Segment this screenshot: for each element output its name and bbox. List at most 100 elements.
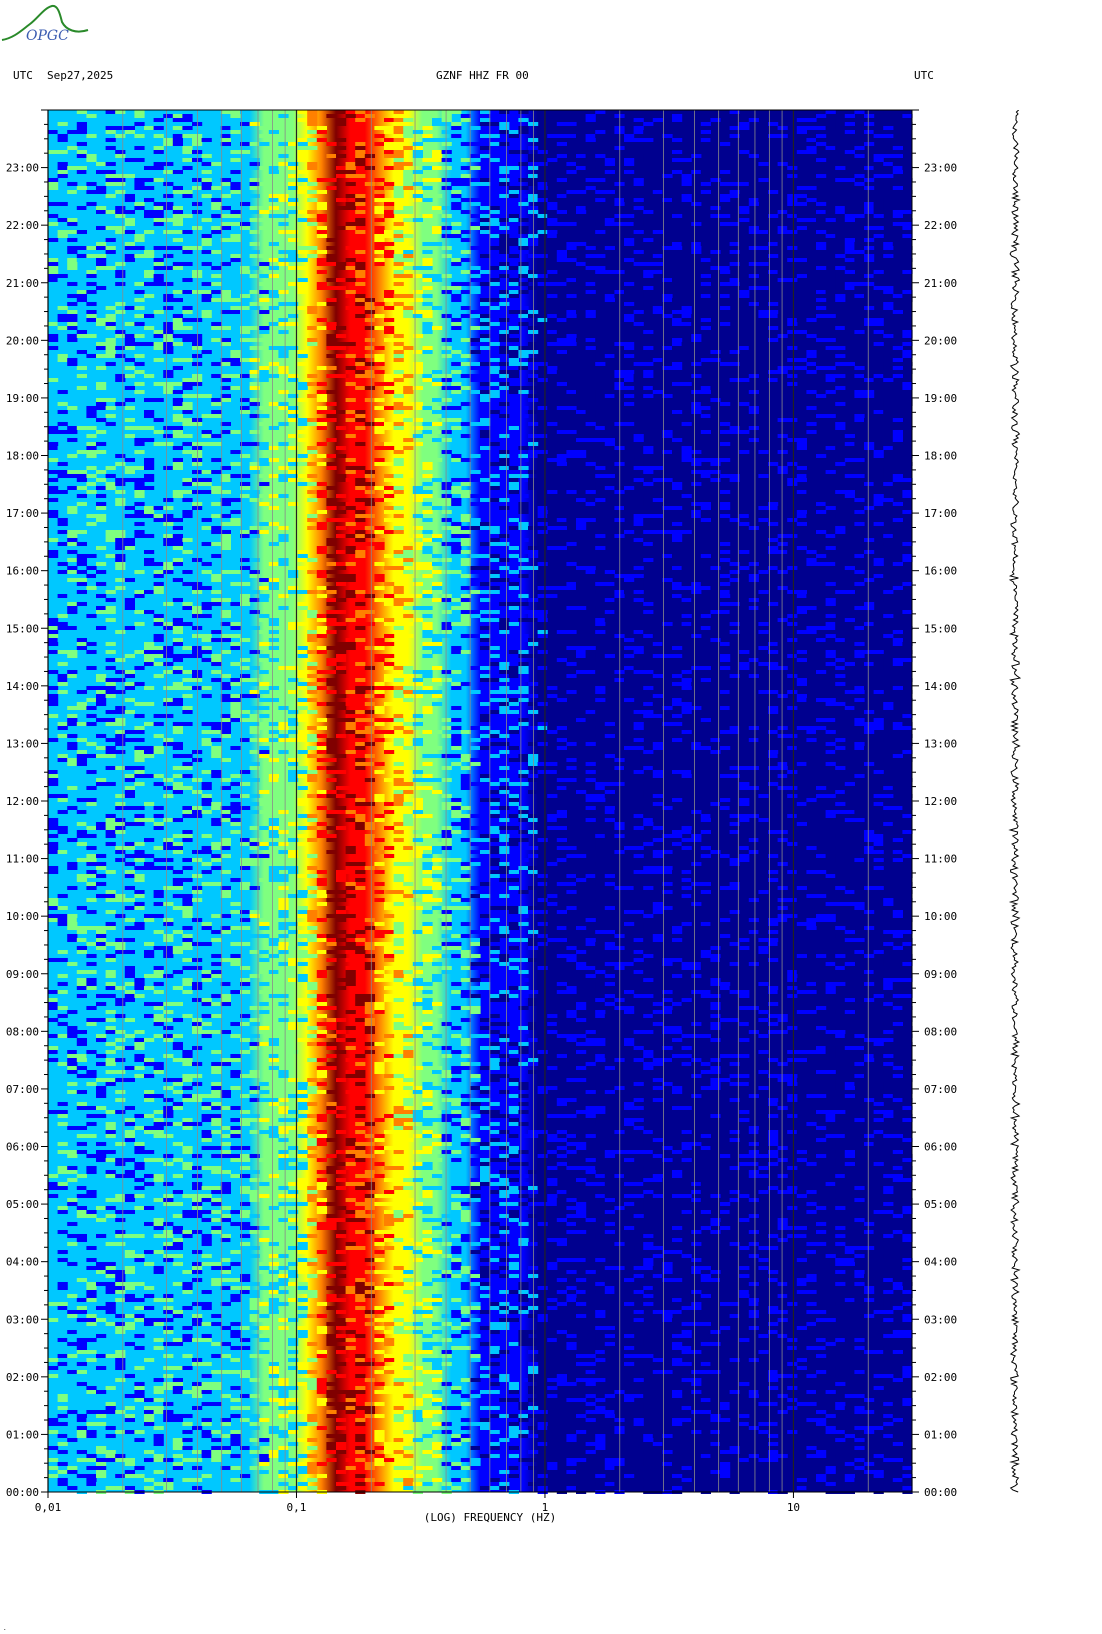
- spectrogram-cell: [883, 374, 894, 378]
- spectrogram-cell: [326, 390, 337, 394]
- spectrogram-cell: [720, 590, 731, 594]
- spectrogram-cell: [297, 702, 308, 706]
- spectrogram-cell: [307, 422, 318, 426]
- spectrogram-cell: [662, 450, 673, 454]
- spectrogram-cell: [211, 654, 222, 658]
- spectrogram-cell: [633, 110, 644, 114]
- spectrogram-cell: [144, 534, 155, 538]
- spectrogram-cell: [48, 670, 59, 674]
- spectrogram-cell: [393, 426, 404, 430]
- spectrogram-cell: [835, 254, 846, 258]
- spectrogram-cell: [230, 310, 241, 314]
- spectrogram-cell: [393, 258, 404, 262]
- spectrogram-cell: [422, 406, 433, 410]
- spectrogram-cell: [883, 658, 894, 662]
- spectrogram-cell: [441, 254, 452, 258]
- spectrogram-cell: [115, 226, 126, 230]
- spectrogram-cell: [192, 362, 203, 366]
- spectrogram-cell: [268, 622, 279, 626]
- spectrogram-cell: [115, 562, 126, 566]
- spectrogram-cell: [288, 666, 299, 670]
- spectrogram-cell: [384, 486, 395, 490]
- spectrogram-cell: [595, 130, 606, 134]
- spectrogram-cell: [652, 258, 663, 262]
- spectrogram-cell: [153, 218, 164, 222]
- spectrogram-cell: [153, 266, 164, 270]
- spectrogram-cell: [384, 530, 395, 534]
- spectrogram-cell: [48, 470, 59, 474]
- spectrogram-cell: [67, 674, 78, 678]
- spectrogram-cell: [249, 626, 260, 630]
- spectrogram-cell: [144, 506, 155, 510]
- spectrogram-cell: [470, 390, 481, 394]
- spectrogram-cell: [566, 678, 577, 682]
- spectrogram-cell: [96, 470, 107, 474]
- spectrogram-cell: [384, 618, 395, 622]
- spectrogram-cell: [652, 218, 663, 222]
- spectrogram-cell: [422, 166, 433, 170]
- spectrogram-cell: [249, 210, 260, 214]
- spectrogram-cell: [307, 518, 318, 522]
- spectrogram-cell: [748, 350, 759, 354]
- spectrogram-cell: [672, 586, 683, 590]
- spectrogram-cell: [681, 682, 692, 686]
- spectrogram-cell: [249, 254, 260, 258]
- spectrogram-cell: [844, 262, 855, 266]
- spectrogram-cell: [105, 590, 116, 594]
- spectrogram-cell: [768, 594, 779, 598]
- spectrogram-cell: [441, 542, 452, 546]
- spectrogram-cell: [739, 374, 750, 378]
- spectrogram-cell: [374, 258, 385, 262]
- spectrogram-cell: [643, 122, 654, 126]
- spectrogram-cell: [624, 190, 635, 194]
- spectrogram-cell: [134, 134, 145, 138]
- spectrogram-cell: [672, 554, 683, 558]
- spectrogram-cell: [758, 162, 769, 166]
- spectrogram-cell: [326, 678, 337, 682]
- spectrogram-cell: [374, 250, 385, 254]
- spectrogram-cell: [432, 306, 443, 310]
- spectrogram-cell: [681, 198, 692, 202]
- spectrogram-cell: [412, 406, 423, 410]
- spectrogram-cell: [316, 390, 327, 394]
- spectrogram-cell: [787, 690, 798, 694]
- spectrogram-cell: [134, 702, 145, 706]
- spectrogram-cell: [883, 154, 894, 158]
- spectrogram-cell: [796, 362, 807, 366]
- spectrogram-cell: [672, 342, 683, 346]
- spectrogram-cell: [662, 378, 673, 382]
- spectrogram-cell: [307, 162, 318, 166]
- spectrogram-cell: [240, 150, 251, 154]
- spectrogram-cell: [710, 682, 721, 686]
- spectrogram-cell: [777, 210, 788, 214]
- spectrogram-cell: [76, 230, 87, 234]
- spectrogram-cell: [902, 190, 913, 194]
- spectrogram-cell: [710, 526, 721, 530]
- spectrogram-cell: [537, 186, 548, 190]
- spectrogram-cell: [86, 282, 97, 286]
- spectrogram-cell: [710, 306, 721, 310]
- spectrogram-cell: [451, 122, 462, 126]
- spectrogram-cell: [345, 478, 356, 482]
- spectrogram-cell: [585, 194, 596, 198]
- spectrogram-cell: [892, 346, 903, 350]
- spectrogram-cell: [508, 486, 519, 490]
- spectrogram-cell: [624, 346, 635, 350]
- spectrogram-cell: [288, 446, 299, 450]
- spectrogram-cell: [489, 538, 500, 542]
- spectrogram-cell: [518, 458, 529, 462]
- spectrogram-cell: [576, 390, 587, 394]
- spectrogram-cell: [240, 674, 251, 678]
- spectrogram-cell: [259, 182, 270, 186]
- spectrogram-cell: [460, 542, 471, 546]
- spectrogram-cell: [691, 314, 702, 318]
- spectrogram-cell: [326, 366, 337, 370]
- spectrogram-cell: [182, 410, 193, 414]
- spectrogram-cell: [652, 118, 663, 122]
- spectrogram-cell: [336, 518, 347, 522]
- spectrogram-cell: [595, 698, 606, 702]
- spectrogram-cell: [652, 526, 663, 530]
- spectrogram-cell: [163, 370, 174, 374]
- spectrogram-cell: [710, 202, 721, 206]
- spectrogram-cell: [518, 126, 529, 130]
